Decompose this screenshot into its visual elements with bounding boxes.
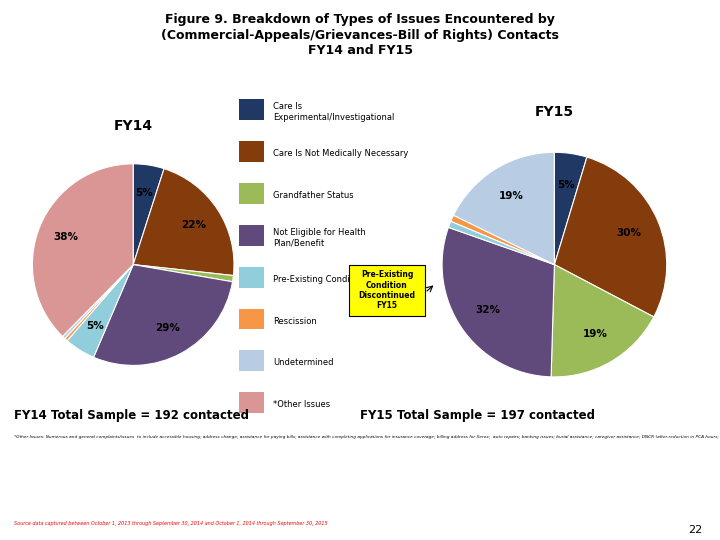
Wedge shape <box>32 164 133 336</box>
Wedge shape <box>63 265 133 339</box>
Bar <box>349 265 425 316</box>
Text: 19%: 19% <box>499 191 524 201</box>
Text: FY14 Total Sample = 192 contacted: FY14 Total Sample = 192 contacted <box>14 408 249 422</box>
Wedge shape <box>67 265 133 357</box>
Text: Undetermined: Undetermined <box>273 359 333 367</box>
Text: FY15 Total Sample = 197 contacted: FY15 Total Sample = 197 contacted <box>360 408 595 422</box>
Text: *Other Issues: Numerous and general complaints/issues  to include accessible hou: *Other Issues: Numerous and general comp… <box>14 435 720 438</box>
Wedge shape <box>133 164 164 265</box>
Title: FY15: FY15 <box>535 105 574 119</box>
Text: 29%: 29% <box>156 323 180 333</box>
Text: Care Is Not Medically Necessary: Care Is Not Medically Necessary <box>273 149 408 158</box>
Wedge shape <box>449 221 554 265</box>
Bar <box>240 183 264 204</box>
Text: 5%: 5% <box>86 321 104 331</box>
Bar <box>240 225 264 246</box>
Text: 22: 22 <box>688 524 702 535</box>
Text: 32%: 32% <box>475 306 500 315</box>
Bar <box>240 267 264 288</box>
Text: Care Is
Experimental/Investigational: Care Is Experimental/Investigational <box>273 102 395 122</box>
Text: Pre-Existing Condition: Pre-Existing Condition <box>273 275 366 284</box>
Text: Source data captured between October 1, 2013 through September 30, 2014 and Octo: Source data captured between October 1, … <box>14 521 328 526</box>
Wedge shape <box>454 152 554 265</box>
Wedge shape <box>65 265 133 341</box>
Text: 38%: 38% <box>53 232 78 242</box>
Wedge shape <box>133 265 233 282</box>
Text: Rescission: Rescission <box>273 316 317 326</box>
Text: Figure 9. Breakdown of Types of Issues Encountered by
(Commercial-Appeals/Grieva: Figure 9. Breakdown of Types of Issues E… <box>161 14 559 57</box>
Text: *Other Issues: *Other Issues <box>273 400 330 409</box>
Bar <box>240 99 264 120</box>
Wedge shape <box>554 152 587 265</box>
Text: Grandfather Status: Grandfather Status <box>273 191 354 200</box>
Bar <box>240 392 264 413</box>
Bar <box>240 308 264 329</box>
Text: 30%: 30% <box>616 228 642 238</box>
Wedge shape <box>442 227 554 377</box>
Wedge shape <box>94 265 233 366</box>
Text: 22%: 22% <box>181 220 207 230</box>
Bar <box>240 141 264 162</box>
Wedge shape <box>133 168 234 275</box>
Wedge shape <box>451 215 554 265</box>
Text: Pre-Existing
Condition
Discontinued
FY15: Pre-Existing Condition Discontinued FY15 <box>359 270 415 310</box>
Text: 5%: 5% <box>135 188 153 198</box>
Wedge shape <box>554 157 667 317</box>
Text: 19%: 19% <box>582 329 608 340</box>
Text: 5%: 5% <box>557 180 575 190</box>
Wedge shape <box>551 265 654 377</box>
Text: Not Eligible for Health
Plan/Benefit: Not Eligible for Health Plan/Benefit <box>273 228 366 247</box>
Title: FY14: FY14 <box>114 119 153 133</box>
Bar <box>240 350 264 372</box>
